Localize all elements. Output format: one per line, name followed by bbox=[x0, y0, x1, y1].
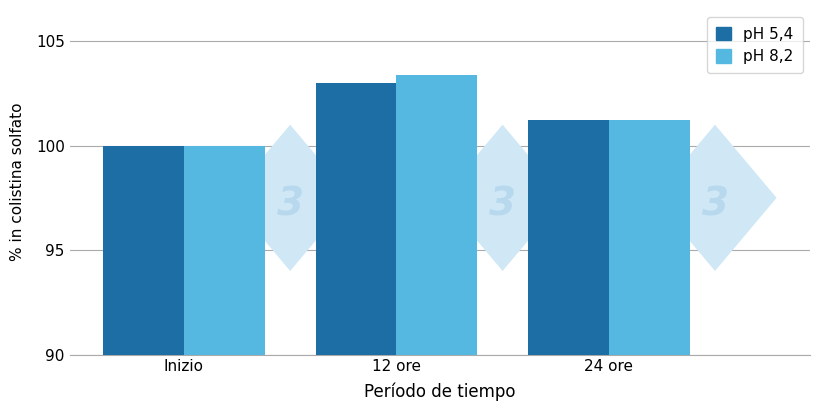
Bar bbox=[527, 120, 608, 411]
Text: 3: 3 bbox=[488, 185, 515, 223]
Legend: pH 5,4, pH 8,2: pH 5,4, pH 8,2 bbox=[706, 17, 802, 74]
Text: 3: 3 bbox=[276, 185, 303, 223]
Bar bbox=[608, 120, 689, 411]
Bar bbox=[315, 83, 396, 411]
Bar bbox=[103, 145, 183, 411]
Polygon shape bbox=[229, 125, 351, 271]
Polygon shape bbox=[441, 125, 563, 271]
Bar bbox=[396, 74, 477, 411]
Bar bbox=[183, 145, 265, 411]
Y-axis label: % in colistina solfato: % in colistina solfato bbox=[10, 103, 25, 261]
Polygon shape bbox=[653, 125, 776, 271]
Text: 3: 3 bbox=[700, 185, 727, 223]
X-axis label: Período de tiempo: Período de tiempo bbox=[364, 383, 515, 401]
